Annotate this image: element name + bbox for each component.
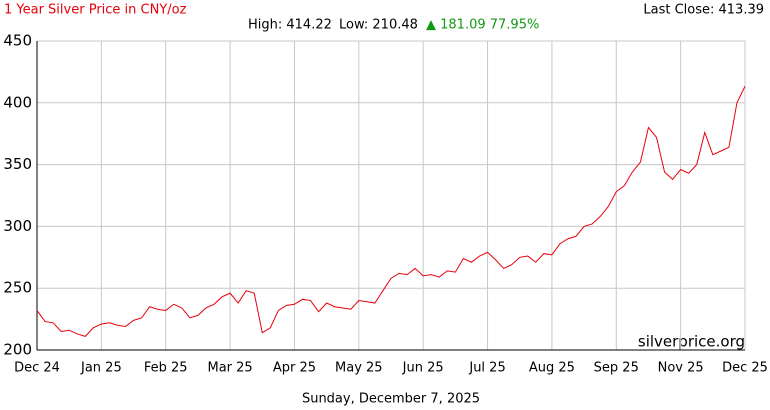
x-tick-label: Jul 25: [468, 361, 505, 376]
x-tick-label: Jan 25: [80, 361, 122, 376]
x-tick-label: May 25: [335, 361, 383, 376]
high: High: 414.22: [248, 18, 332, 33]
x-tick-label: Nov 25: [658, 361, 704, 376]
y-tick-label: 250: [3, 279, 32, 297]
footer: Sunday, December 7, 2025: [302, 392, 480, 407]
chart-title: 1 Year Silver Price in CNY/oz: [4, 3, 187, 18]
x-tick-label: Feb 25: [144, 361, 188, 376]
y-tick-label: 350: [3, 155, 32, 173]
x-tick-label: Aug 25: [529, 361, 575, 376]
x-tick-label: Dec 24: [14, 361, 60, 376]
watermark: silverprice.org: [638, 333, 745, 351]
price-line: [36, 86, 746, 337]
y-tick-label: 400: [3, 93, 32, 111]
y-tick-label: 300: [3, 217, 32, 235]
low: Low: 210.48: [339, 18, 418, 33]
change: ▲ 181.09 77.95%: [426, 18, 539, 33]
x-tick-label: Jun 25: [402, 361, 444, 376]
x-tick-label: Dec 25: [722, 361, 768, 376]
x-tick-label: Sep 25: [594, 361, 639, 376]
x-tick-label: Apr 25: [273, 361, 316, 376]
y-tick-label: 200: [3, 341, 32, 359]
y-tick-label: 450: [3, 32, 32, 50]
last-close: Last Close: 413.39: [643, 3, 764, 18]
x-tick-label: Mar 25: [207, 361, 252, 376]
